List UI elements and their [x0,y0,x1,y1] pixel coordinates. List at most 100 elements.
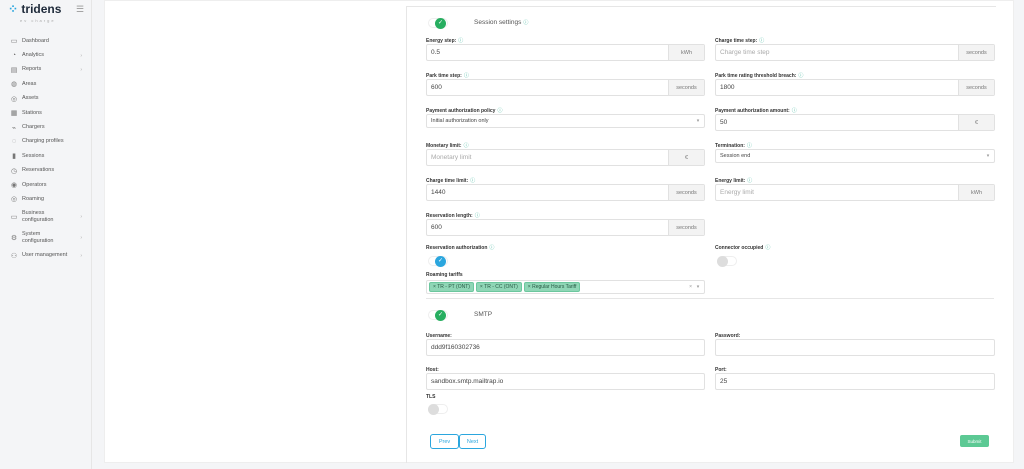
energy-step-unit: kWh [668,45,704,60]
sidebar-item-reservations[interactable]: ◷ Reservations [0,164,92,178]
charge-time-step-unit: seconds [958,45,994,60]
sessions-icon: ▮ [12,153,16,161]
operators-icon: ◉ [10,182,18,190]
payment-amount-value: 50 [720,119,728,126]
remove-tag-icon[interactable]: × [433,284,436,290]
connector-occupied-label: Connector occupied ⓘ [715,245,771,251]
info-icon: ⓘ [791,108,797,114]
username-input[interactable]: ddd9f160302736 [426,339,705,356]
energy-step-input[interactable]: 0.5 kWh [426,44,705,61]
termination-select[interactable]: Session end ▾ [715,149,995,163]
tariff-tag[interactable]: × Regular Hours Tariff [523,282,581,292]
park-time-step-label: Park time step: ⓘ [426,73,469,79]
reservations-icon: ◷ [10,167,18,175]
payment-policy-value: Initial authorization only [431,118,489,124]
monetary-limit-input[interactable]: Monetary limit € [426,149,705,166]
charge-time-step-label: Charge time step: ⓘ [715,38,765,44]
sidebar-item-label: Areas [22,80,37,87]
sidebar-item-chargers[interactable]: ⌁ Chargers [0,120,92,134]
payment-amount-unit: € [958,115,994,130]
sidebar-item-analytics[interactable]: ◔ Analytics › [0,48,92,62]
remove-tag-icon[interactable]: × [479,284,483,290]
username-label: Username: [426,333,452,339]
sidebar-item-stations[interactable]: ▦ Stations [0,106,92,120]
sidebar-item-user-management[interactable]: ⚇ User management › [0,249,92,263]
monetary-limit-unit: € [668,150,704,165]
park-time-step-input[interactable]: 600 seconds [426,79,705,96]
section-title-smtp: SMTP [474,311,493,318]
reservation-length-unit: seconds [668,220,704,235]
sidebar-item-business-configuration[interactable]: ▭ Business configuration › [0,207,92,228]
sidebar-item-reports[interactable]: ▤ Reports › [0,63,92,77]
system-icon: ⚙ [10,235,18,243]
monetary-limit-placeholder: Monetary limit [431,154,472,161]
chevron-down-icon[interactable]: ▾ [696,284,700,290]
roaming-icon: ◎ [10,196,18,204]
charge-time-limit-input[interactable]: 1440 seconds [426,184,705,201]
energy-limit-input[interactable]: Energy limit kWh [715,184,995,201]
sidebar-item-charging-profiles[interactable]: ◌ Charging profiles [0,135,92,149]
smtp-toggle[interactable]: ✓ [428,310,448,321]
sidebar-item-sessions[interactable]: ▮ Sessions [0,149,92,163]
menu-toggle-icon[interactable]: ☰ [76,4,85,14]
host-input[interactable]: sandbox.smtp.mailtrap.io [426,373,705,390]
sidebar-item-dashboard[interactable]: ▭ Dashboard [0,34,92,48]
chevron-down-icon: ▾ [986,153,990,159]
sidebar-item-label: Operators [22,181,47,188]
charge-time-step-input[interactable]: Charge time step seconds [715,44,995,61]
sidebar-item-assets[interactable]: ◎ Assets [0,92,92,106]
park-time-threshold-label: Park time rating threshold breach: ⓘ [715,73,804,79]
check-icon: ✓ [435,256,446,267]
termination-label: Termination: ⓘ [715,143,752,149]
reservation-authorization-label: Reservation authorization ⓘ [426,245,495,251]
tls-toggle[interactable]: • [428,404,448,415]
payment-policy-select[interactable]: Initial authorization only ▾ [426,114,705,128]
session-settings-toggle[interactable]: ✓ [428,18,448,29]
stations-icon: ▦ [10,110,18,118]
charge-time-limit-unit: seconds [668,185,704,200]
sidebar-item-areas[interactable]: ◍ Areas [0,77,92,91]
payment-amount-label: Payment authorization amount: ⓘ [715,108,797,114]
reservation-length-input[interactable]: 600 seconds [426,219,705,236]
roaming-tariffs-select[interactable]: × TR - PT (ONT) × TR - CC (ONT) × Regular … [426,280,705,294]
chevron-down-icon: ▾ [696,118,700,124]
reservation-authorization-toggle[interactable]: ✓ [428,256,448,267]
check-icon: ✓ [435,310,446,321]
assets-icon: ◎ [10,95,18,103]
sidebar-item-label: Business configuration [22,210,54,224]
charge-time-step-placeholder: Charge time step [720,49,770,56]
clear-icon[interactable]: × [689,284,692,290]
sidebar-item-label: Analytics [22,52,45,59]
password-input[interactable] [715,339,995,356]
logo[interactable]: ⁘ tridens [8,2,61,16]
energy-step-label: Energy step: ⓘ [426,38,464,44]
divider [426,298,994,299]
host-label: Host: [426,367,439,373]
prev-button[interactable]: Prev [430,434,459,449]
info-icon: ⓘ [765,245,771,251]
port-input[interactable]: 25 [715,373,995,390]
charge-time-limit-value: 1440 [431,189,446,196]
park-time-threshold-input[interactable]: 1800 seconds [715,79,995,96]
charging-profiles-icon: ◌ [11,138,17,146]
sidebar-item-operators[interactable]: ◉ Operators [0,178,92,192]
tariff-tag-label: TR - PT (ONT) [437,284,470,290]
dashboard-icon: ▭ [10,38,18,46]
sidebar-item-label: Reservations [22,167,55,174]
info-icon: ⓘ [463,143,469,149]
tariff-tag[interactable]: × TR - PT (ONT) [429,282,474,292]
sidebar-item-roaming[interactable]: ◎ Roaming [0,192,92,206]
remove-tag-icon[interactable]: × [527,284,531,290]
next-button[interactable]: Next [459,434,486,449]
sidebar-item-system-configuration[interactable]: ⚙ System configuration › [0,228,92,249]
tariff-tag[interactable]: × TR - CC (ONT) [475,282,522,292]
tariff-tag-label: Regular Hours Tariff [532,284,577,290]
connector-occupied-toggle[interactable]: • [717,256,737,267]
sidebar-item-label: Reports [22,66,42,73]
energy-limit-label: Energy limit: ⓘ [715,178,753,184]
payment-policy-label: Payment authorization policy ⓘ [426,108,503,114]
brand-name: tridens [21,2,62,16]
payment-amount-input[interactable]: 50 € [715,114,995,131]
submit-button[interactable]: Submit [960,435,989,447]
sidebar-nav: ▭ Dashboard ◔ Analytics › ▤ Reports › ◍ Areas ◎ Ass… [0,34,92,263]
